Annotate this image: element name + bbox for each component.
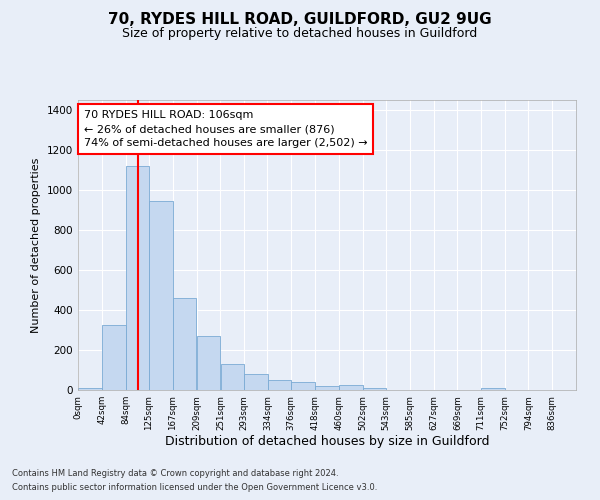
Bar	[268, 380, 291, 390]
Bar	[126, 166, 149, 390]
Bar	[221, 364, 244, 390]
Bar	[197, 336, 220, 390]
Text: 70, RYDES HILL ROAD, GUILDFORD, GU2 9UG: 70, RYDES HILL ROAD, GUILDFORD, GU2 9UG	[108, 12, 492, 28]
Bar	[481, 388, 505, 390]
Bar	[339, 385, 362, 390]
Text: Contains HM Land Registry data © Crown copyright and database right 2024.: Contains HM Land Registry data © Crown c…	[12, 468, 338, 477]
Bar	[292, 382, 315, 390]
Bar	[78, 388, 101, 390]
Bar	[102, 325, 125, 390]
Bar	[363, 388, 386, 390]
X-axis label: Distribution of detached houses by size in Guildford: Distribution of detached houses by size …	[165, 436, 489, 448]
Bar	[315, 386, 339, 390]
Text: Contains public sector information licensed under the Open Government Licence v3: Contains public sector information licen…	[12, 484, 377, 492]
Bar	[244, 374, 268, 390]
Y-axis label: Number of detached properties: Number of detached properties	[31, 158, 41, 332]
Text: 70 RYDES HILL ROAD: 106sqm
← 26% of detached houses are smaller (876)
74% of sem: 70 RYDES HILL ROAD: 106sqm ← 26% of deta…	[83, 110, 367, 148]
Bar	[149, 201, 173, 390]
Text: Size of property relative to detached houses in Guildford: Size of property relative to detached ho…	[122, 28, 478, 40]
Bar	[173, 298, 196, 390]
